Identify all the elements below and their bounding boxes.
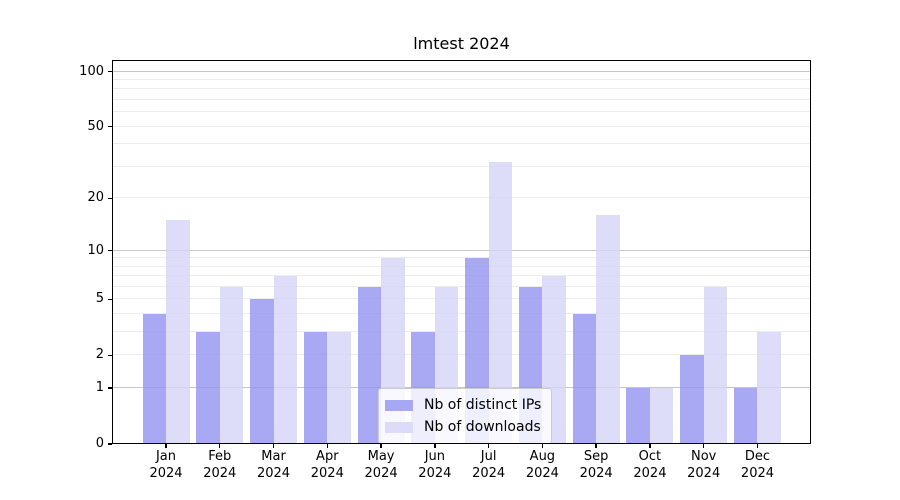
y-tick-label-5: 5 xyxy=(95,291,104,307)
legend-item-downloads: Nb of downloads xyxy=(385,416,541,438)
bar-distinct-ips-may xyxy=(357,287,382,444)
x-tick-label-may: May 2024 xyxy=(364,449,398,481)
bar-downloads-apr xyxy=(327,332,351,444)
gridline-minor-30 xyxy=(112,165,811,167)
bar-distinct-ips-oct xyxy=(626,388,650,444)
gridline-minor-60 xyxy=(112,111,811,113)
x-tick-mark xyxy=(434,444,436,448)
bar-downloads-nov xyxy=(703,287,728,444)
gridline-minor-6 xyxy=(112,285,811,287)
x-tick-mark xyxy=(380,444,382,448)
gridline-minor-90 xyxy=(112,79,811,81)
bar-downloads-mar xyxy=(273,276,298,444)
legend-item-distinct-ips: Nb of distinct IPs xyxy=(385,394,541,416)
x-tick-label-apr: Apr 2024 xyxy=(310,449,344,481)
y-tick-mark xyxy=(108,298,112,301)
gridline-minor-2 xyxy=(112,354,811,356)
y-tick-mark xyxy=(108,197,112,200)
bar-distinct-ips-sep xyxy=(572,314,597,444)
x-tick-mark xyxy=(165,444,167,448)
y-tick-label-50: 50 xyxy=(87,118,104,134)
gridline-minor-7 xyxy=(112,275,811,277)
y-tick-mark xyxy=(108,354,112,357)
y-tick-label-2: 2 xyxy=(95,347,104,363)
x-tick-mark xyxy=(326,444,328,448)
gridline-minor-20 xyxy=(112,197,811,199)
x-tick-label-sep: Sep 2024 xyxy=(579,449,613,481)
x-tick-label-jan: Jan 2024 xyxy=(149,449,183,481)
y-tick-mark xyxy=(108,249,112,252)
x-tick-mark xyxy=(272,444,275,448)
x-tick-label-feb: Feb 2024 xyxy=(203,449,237,481)
bar-distinct-ips-nov xyxy=(680,355,704,444)
y-tick-mark xyxy=(108,126,112,128)
y-tick-label-0: 0 xyxy=(95,436,104,451)
y-tick-label-10: 10 xyxy=(87,242,104,258)
legend: Nb of distinct IPs Nb of downloads xyxy=(378,388,553,444)
gridline-minor-40 xyxy=(112,143,811,145)
bar-distinct-ips-mar xyxy=(250,299,274,444)
bar-downloads-dec xyxy=(757,332,781,444)
x-tick-mark xyxy=(487,444,490,448)
bar-distinct-ips-jan xyxy=(142,314,166,444)
x-tick-mark xyxy=(595,444,597,448)
chart-title: lmtest 2024 xyxy=(413,34,510,53)
legend-label-downloads: Nb of downloads xyxy=(424,419,541,435)
gridline-minor-4 xyxy=(112,313,811,315)
bar-downloads-jul xyxy=(488,161,513,444)
gridline-minor-9 xyxy=(112,257,811,259)
gridline-major-1 xyxy=(112,387,811,389)
x-tick-label-jul: Jul 2024 xyxy=(472,449,506,481)
gridline-major-10 xyxy=(112,249,811,251)
gridline-minor-5 xyxy=(112,298,811,300)
gridline-minor-3 xyxy=(112,331,811,333)
x-tick-mark xyxy=(541,444,544,448)
bar-downloads-oct xyxy=(649,388,674,444)
legend-label-distinct-ips: Nb of distinct IPs xyxy=(424,397,542,413)
y-tick-label-100: 100 xyxy=(79,63,104,79)
y-tick-mark xyxy=(108,387,112,389)
bar-downloads-feb xyxy=(219,287,244,444)
gridline-minor-50 xyxy=(112,125,811,127)
bar-downloads-jan xyxy=(166,220,190,444)
gridline-minor-8 xyxy=(112,265,811,267)
y-tick-mark xyxy=(108,70,112,73)
bar-distinct-ips-feb xyxy=(196,332,220,444)
legend-swatch-distinct-ips-icon xyxy=(385,399,413,411)
x-tick-label-dec: Dec 2024 xyxy=(740,449,775,481)
x-tick-label-aug: Aug 2024 xyxy=(525,449,559,481)
bar-distinct-ips-apr xyxy=(303,332,328,444)
y-tick-mark xyxy=(108,443,112,445)
bar-downloads-sep xyxy=(596,215,620,444)
x-tick-label-oct: Oct 2024 xyxy=(633,449,667,481)
plot-area: Nb of distinct IPs Nb of downloads xyxy=(112,60,811,444)
gridline-major-100 xyxy=(112,70,811,72)
y-tick-label-1: 1 xyxy=(95,380,104,396)
x-tick-label-nov: Nov 2024 xyxy=(687,449,721,481)
x-tick-label-mar: Mar 2024 xyxy=(256,449,291,481)
x-tick-label-jun: Jun 2024 xyxy=(418,449,452,481)
gridline-minor-80 xyxy=(112,88,811,90)
x-tick-mark xyxy=(649,444,651,448)
x-tick-mark xyxy=(219,444,221,448)
x-tick-mark xyxy=(703,444,705,448)
legend-swatch-downloads-icon xyxy=(385,421,413,433)
y-tick-label-20: 20 xyxy=(87,190,104,206)
bar-distinct-ips-dec xyxy=(733,388,758,444)
gridline-minor-70 xyxy=(112,99,811,101)
x-tick-mark xyxy=(756,444,759,448)
